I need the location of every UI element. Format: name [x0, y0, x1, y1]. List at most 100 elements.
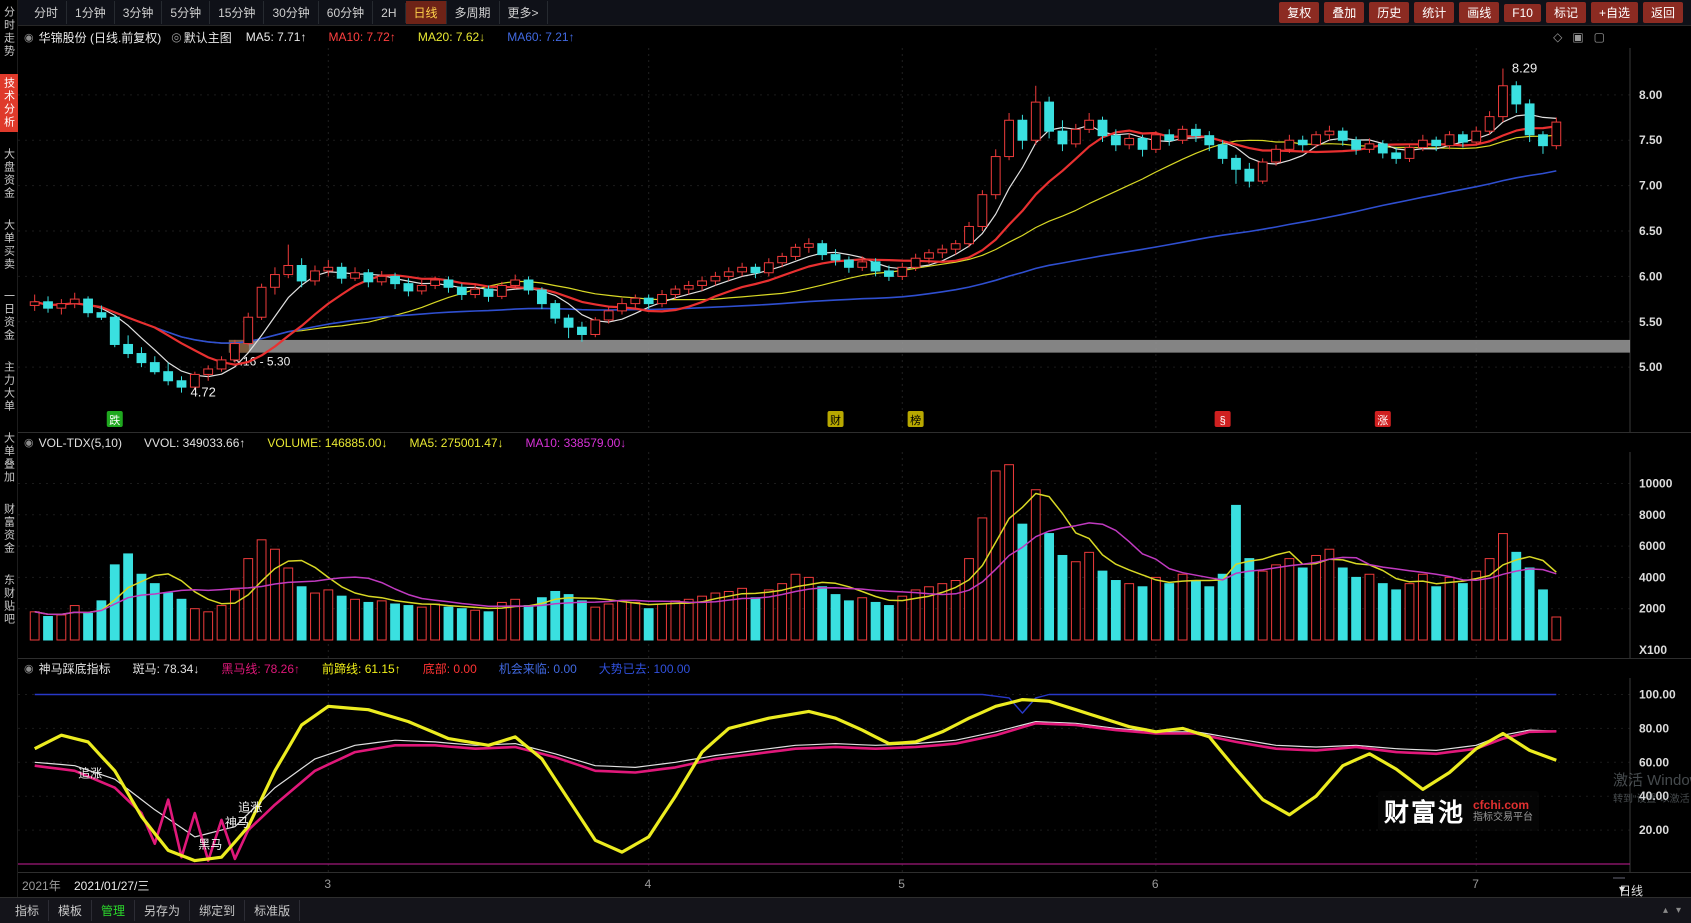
panel-toggle-icon[interactable]: ◉ — [24, 437, 34, 449]
bottom-tab-4[interactable]: 绑定到 — [190, 900, 246, 921]
axis-month-label-3: 6 — [1151, 877, 1159, 891]
watermark-tagline: 指标交易平台 — [1473, 812, 1533, 824]
legend-item-3: 前蹄线: 61.15↑ — [322, 662, 401, 676]
toolbar-button-4[interactable]: 画线 — [1459, 2, 1500, 23]
indicator-legend: 神马踩底指标 斑马: 78.34↓ 黑马线: 78.26↑ 前蹄线: 61.15↑ 底部… — [39, 660, 713, 677]
svg-text:40.00: 40.00 — [1639, 789, 1669, 803]
panel-toggle-icon[interactable]: ◉ — [24, 663, 34, 675]
toolbar-button-1[interactable]: 叠加 — [1324, 2, 1365, 23]
toolbar-button-6[interactable]: 标记 — [1545, 2, 1586, 23]
sidebar-item-6[interactable]: 大单叠加 — [2, 432, 15, 484]
bottom-tab-5[interactable]: 标准版 — [245, 900, 301, 921]
period-tab-7[interactable]: 2H — [373, 2, 406, 23]
toolbar-button-5[interactable]: F10 — [1504, 3, 1541, 22]
svg-text:追涨: 追涨 — [78, 766, 102, 781]
svg-text:榜: 榜 — [910, 413, 921, 427]
event-badge — [106, 411, 123, 427]
volume-chart-canvas[interactable]: 2000 4000 6000 8000 10000 X100 — [18, 452, 1691, 658]
maximize-icon[interactable]: ▢ — [1593, 30, 1605, 44]
legend-item-3: MA60: 7.21↑ — [507, 30, 575, 44]
sidebar-item-2[interactable]: 大盘资金 — [2, 148, 15, 200]
event-badge — [827, 411, 844, 427]
svg-text:8.29: 8.29 — [1512, 61, 1537, 76]
period-tab-6[interactable]: 60分钟 — [319, 1, 374, 24]
watermark-site: cfchi.com — [1473, 797, 1530, 812]
volume-header: ◉ VOL-TDX(5,10) VVOL: 349033.66↑ VOLUME: 1… — [18, 432, 1691, 452]
svg-text:跌: 跌 — [109, 413, 120, 427]
toolbar-button-8[interactable]: 返回 — [1642, 2, 1683, 23]
main-chart-panel: 5.00 5.50 6.00 6.50 7.00 7.50 8.00 5.16 - 5.30 8… — [18, 48, 1691, 432]
period-tab-0[interactable]: 分时 — [26, 1, 68, 24]
bottom-tab-3[interactable]: 另存为 — [135, 900, 191, 921]
period-tab-10[interactable]: 更多> — [500, 1, 548, 24]
bottom-tab-bar: 指标 模板 管理 另存为 绑定到 标准版 ▴ ▾ — [0, 897, 1691, 923]
period-tab-5[interactable]: 30分钟 — [264, 1, 319, 24]
toolbar-button-3[interactable]: 统计 — [1414, 2, 1455, 23]
toolbar-button-2[interactable]: 历史 — [1369, 2, 1410, 23]
period-tab-1[interactable]: 1分钟 — [67, 1, 115, 24]
left-sidebar: 分时走势技术分析大盘资金大单买卖一日资金主力大单大单叠加财富资金东财贴吧 — [0, 0, 18, 897]
svg-text:5.00: 5.00 — [1639, 360, 1663, 374]
legend-item-1: 斑马: 78.34↓ — [132, 662, 200, 676]
sidebar-item-0[interactable]: 分时走势 — [2, 6, 15, 58]
legend-item-0: 神马踩底指标 — [38, 662, 111, 676]
svg-text:8.00: 8.00 — [1639, 88, 1663, 102]
main-column: 分时 1分钟 3分钟 5分钟 15分钟 30分钟 60分钟 2H 日线 多周期 更多> 复权 叠加 历史… — [18, 0, 1691, 898]
sidebar-item-4[interactable]: 一日资金 — [2, 290, 15, 342]
svg-text:追涨: 追涨 — [238, 799, 262, 814]
scroll-down-icon[interactable]: ▾ — [1675, 905, 1681, 916]
period-tab-8[interactable]: 日线 — [405, 1, 447, 24]
sidebar-item-8[interactable]: 东财贴吧 — [2, 574, 15, 626]
svg-text:6.00: 6.00 — [1639, 269, 1663, 283]
diamond-icon[interactable]: ◇ — [1553, 30, 1563, 44]
sidebar-item-7[interactable]: 财富资金 — [2, 503, 15, 555]
legend-item-6: 大势已去: 100.00 — [598, 662, 691, 676]
toolbar-button-0[interactable]: 复权 — [1279, 2, 1320, 23]
ma10-line — [34, 125, 1557, 366]
scroll-up-icon[interactable]: ▴ — [1662, 905, 1668, 916]
ma5-line — [34, 113, 1557, 378]
period-tab-4[interactable]: 15分钟 — [210, 1, 265, 24]
main-chart-canvas[interactable]: 5.00 5.50 6.00 6.50 7.00 7.50 8.00 5.16 - 5.30 8… — [18, 48, 1691, 432]
svg-text:80.00: 80.00 — [1639, 721, 1669, 735]
sidebar-item-5[interactable]: 主力大单 — [2, 361, 15, 413]
bottom-tab-0[interactable]: 指标 — [6, 900, 50, 921]
svg-text:10000: 10000 — [1639, 476, 1673, 490]
svg-text:财: 财 — [830, 413, 841, 427]
panel-layout-icon[interactable]: ▣ — [1572, 30, 1584, 44]
period-tab-3[interactable]: 5分钟 — [162, 1, 211, 24]
period-tabs-group: 分时 1分钟 3分钟 5分钟 15分钟 30分钟 60分钟 2H 日线 多周期 更多> — [26, 1, 548, 24]
toolbar-button-7[interactable]: +自选 — [1590, 2, 1638, 23]
legend-item-2: MA20: 7.62↓ — [417, 30, 486, 44]
axis-month-label-2: 5 — [898, 877, 905, 891]
indicator-line-1 — [34, 720, 1557, 838]
sidebar-item-3[interactable]: 大单买卖 — [2, 219, 15, 271]
svg-text:7.00: 7.00 — [1639, 179, 1663, 193]
site-watermark: 财富池 cfchi.com 指标交易平台 — [1377, 791, 1539, 831]
svg-text:7.50: 7.50 — [1639, 133, 1663, 147]
svg-text:6000: 6000 — [1639, 539, 1666, 553]
svg-text:神马: 神马 — [225, 816, 249, 830]
watermark-logo: 财富池 — [1383, 799, 1465, 827]
axis-month-label-1: 4 — [644, 877, 652, 891]
bottom-tab-1[interactable]: 模板 — [49, 900, 93, 921]
panel-toggle-icon[interactable]: ◉ — [24, 31, 34, 44]
axis-year-label: 2021年 — [22, 879, 61, 893]
sidebar-item-1[interactable]: 技术分析 — [0, 74, 18, 132]
period-toolbar: 分时 1分钟 3分钟 5分钟 15分钟 30分钟 60分钟 2H 日线 多周期 更多> 复权 叠加 历史… — [18, 0, 1691, 26]
bottom-tab-2[interactable]: 管理 — [92, 900, 136, 921]
svg-text:5.16 - 5.30: 5.16 - 5.30 — [233, 355, 291, 369]
window-icons-group: ◇ ▣ ▢ — [1553, 30, 1685, 44]
svg-text:100.00: 100.00 — [1639, 687, 1676, 701]
svg-text:60.00: 60.00 — [1639, 755, 1669, 769]
vol-ma10-line — [34, 522, 1557, 616]
period-dropdown[interactable]: 日线 ▾ — [1613, 877, 1643, 898]
period-tab-9[interactable]: 多周期 — [447, 1, 500, 24]
event-badge — [1374, 411, 1391, 427]
overlay-label[interactable]: 默认主图 — [183, 30, 232, 45]
legend-item-2: 黑马线: 78.26↑ — [221, 662, 301, 676]
overlay-icon[interactable]: ◎ — [171, 30, 182, 44]
period-tab-2[interactable]: 3分钟 — [115, 1, 163, 24]
